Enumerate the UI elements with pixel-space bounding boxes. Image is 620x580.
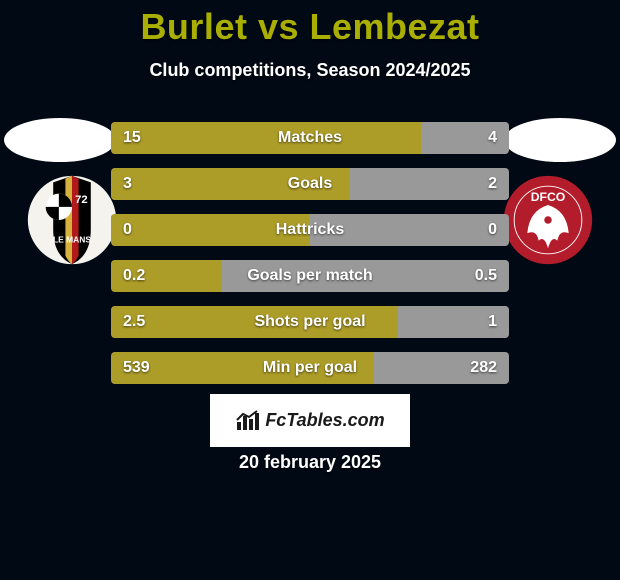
bar-value-left: 0 [123,214,132,246]
svg-text:LE MANS: LE MANS [53,235,91,245]
page-title: Burlet vs Lembezat [0,6,620,48]
bar-value-right: 0.5 [475,260,497,292]
bar-value-right: 0 [488,214,497,246]
bar-label: Matches [111,122,509,154]
bar-value-right: 282 [470,352,497,384]
svg-text:DFCO: DFCO [531,190,566,204]
bar-value-right: 1 [488,306,497,338]
bar-row: Matches15 4 [111,122,509,154]
bar-label: Goals per match [111,260,509,292]
credit-content: FcTables.com [235,410,384,432]
club-badge-left: 72 LE MANS [22,173,122,267]
bar-label: Goals [111,168,509,200]
bar-row: Goals per match0.2 0.5 [111,260,509,292]
bar-row: Min per goal539 282 [111,352,509,384]
credit-chart-icon [235,410,261,432]
bar-row: Goals3 2 [111,168,509,200]
club-badge-right: DFCO [498,173,598,267]
bar-value-right: 2 [488,168,497,200]
comparison-bars: Matches15 4 Goals3 2 Hattricks0 0 Goals per ma… [111,122,509,398]
bar-row: Shots per goal2.5 1 [111,306,509,338]
svg-text:72: 72 [75,194,88,206]
bar-value-left: 0.2 [123,260,145,292]
bar-value-left: 15 [123,122,141,154]
bar-value-left: 2.5 [123,306,145,338]
bar-value-left: 539 [123,352,150,384]
bar-label: Hattricks [111,214,509,246]
bar-label: Shots per goal [111,306,509,338]
subtitle: Club competitions, Season 2024/2025 [0,60,620,81]
bar-label: Min per goal [111,352,509,384]
date-line: 20 february 2025 [0,452,620,473]
credit-text: FcTables.com [265,410,384,431]
bar-value-right: 4 [488,122,497,154]
bar-row: Hattricks0 0 [111,214,509,246]
bar-value-left: 3 [123,168,132,200]
comparison-card: Burlet vs Lembezat Club competitions, Se… [0,0,620,580]
credit-box: FcTables.com [210,394,410,447]
